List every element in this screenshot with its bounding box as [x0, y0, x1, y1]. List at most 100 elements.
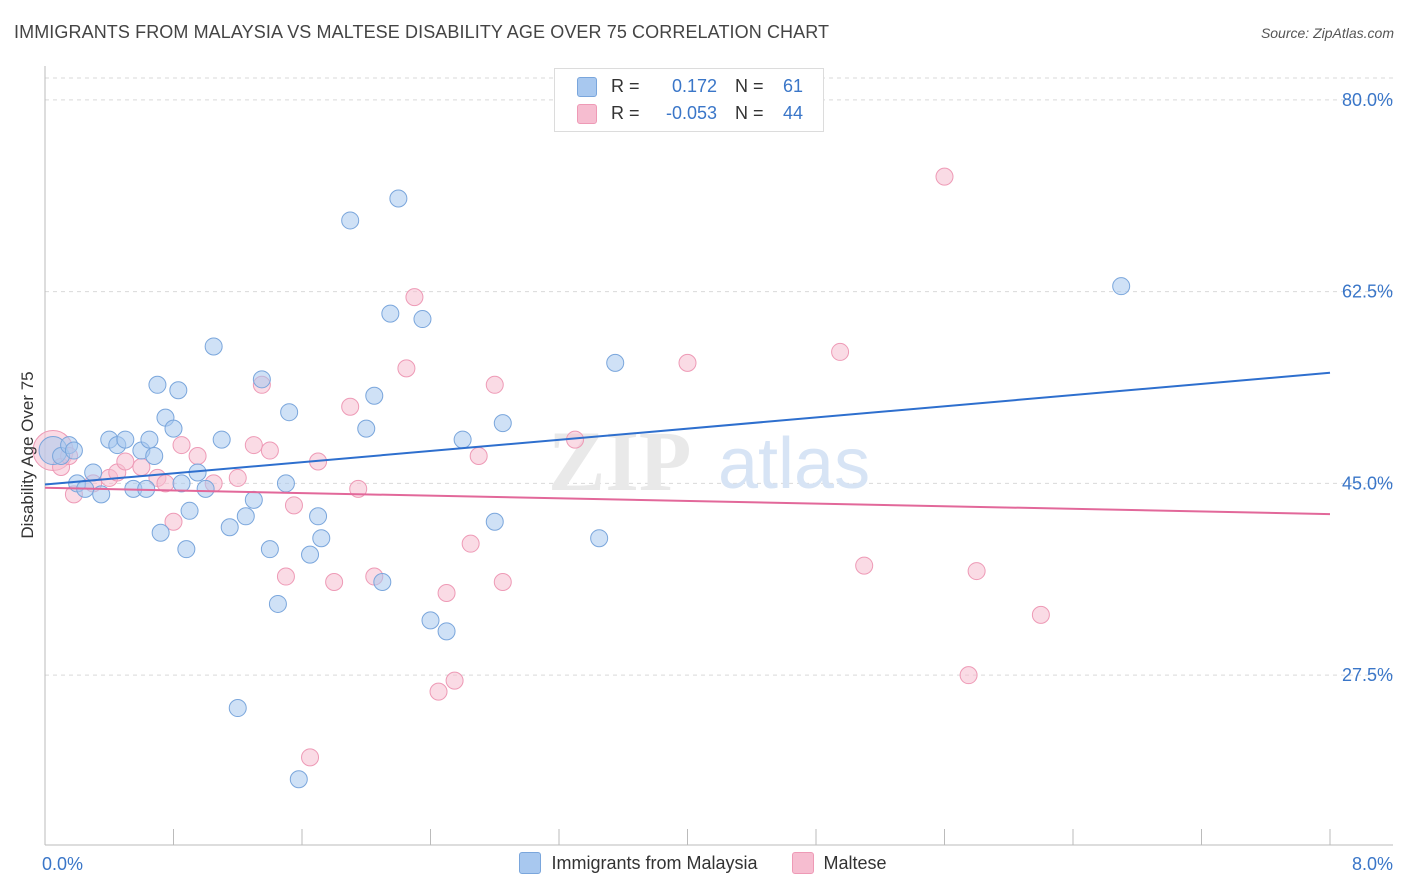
x-tick-label: 8.0% [1352, 854, 1393, 874]
maltese-point [469, 447, 488, 466]
malaysia-point [389, 189, 408, 208]
malaysia-point [172, 474, 191, 493]
malaysia-trend-line [44, 371, 1331, 486]
maltese-point [301, 748, 320, 767]
malaysia-point [252, 370, 271, 389]
malaysia-point [244, 490, 263, 509]
maltese-point [244, 436, 263, 455]
y-tick-label: 80.0% [1342, 90, 1393, 110]
maltese-points [32, 167, 1050, 767]
malaysia-point [177, 540, 196, 559]
legend-label-malaysia: Immigrants from Malaysia [551, 852, 758, 873]
maltese-point [678, 353, 697, 372]
y-tick-label: 45.0% [1342, 473, 1393, 493]
malaysia-point [268, 594, 287, 613]
maltese-point [172, 436, 191, 455]
y-axis-label: Disability Age Over 75 [18, 371, 37, 538]
maltese-point [855, 556, 874, 575]
malaysia-point [437, 622, 456, 641]
stats-row-malaysia: R = 0.172 N = 61 [577, 76, 803, 97]
legend-item-maltese[interactable]: Maltese [791, 852, 887, 874]
malaysia-point [260, 540, 279, 559]
malaysia-point [606, 353, 625, 372]
r-label: R = [611, 76, 640, 96]
legend-label-maltese: Maltese [823, 852, 887, 873]
maltese-point [935, 167, 954, 186]
n-value: 44 [782, 103, 803, 123]
malaysia-points [38, 189, 1131, 789]
maltese-point [397, 359, 416, 378]
grid-lines [45, 77, 1393, 676]
n-label: N = [735, 76, 764, 96]
watermark: ZIP atlas [548, 413, 870, 509]
malaysia-point [365, 386, 384, 405]
maltese-point [831, 342, 850, 361]
malaysia-point [180, 501, 199, 520]
malaysia-point [276, 474, 295, 493]
x-tick-labels: 0.0% 8.0% [42, 854, 1393, 874]
malaysia-point [164, 419, 183, 438]
stats-box: R = 0.172 N = 61 R = -0.053 N = 44 [554, 68, 824, 132]
malaysia-point [357, 419, 376, 438]
maltese-point [461, 534, 480, 553]
maltese-point [276, 567, 295, 586]
n-value: 61 [782, 76, 803, 96]
malaysia-point [341, 211, 360, 230]
maltese-point [164, 512, 183, 531]
malaysia-point [140, 430, 159, 449]
malaysia-point [421, 611, 440, 630]
y-tick-label: 62.5% [1342, 282, 1393, 302]
maltese-point [429, 682, 448, 701]
watermark-zip: ZIP [548, 413, 691, 509]
source-label: Source: ZipAtlas.com [1260, 25, 1394, 41]
malaysia-point [312, 529, 331, 548]
chart-title: IMMIGRANTS FROM MALAYSIA VS MALTESE DISA… [14, 22, 830, 42]
stats-swatch-maltese [577, 103, 597, 124]
malaysia-point [590, 529, 609, 548]
maltese-point [341, 397, 360, 416]
malaysia-point [381, 304, 400, 323]
legend-swatch-malaysia [519, 852, 542, 874]
legend-item-malaysia[interactable]: Immigrants from Malaysia [519, 852, 758, 874]
r-value: 0.172 [671, 76, 717, 96]
y-tick-label: 27.5% [1342, 665, 1393, 685]
malaysia-point [148, 375, 167, 394]
malaysia-point [212, 430, 231, 449]
malaysia-point [151, 523, 170, 542]
malaysia-point [64, 441, 83, 460]
malaysia-point [204, 337, 223, 356]
malaysia-point [116, 430, 135, 449]
malaysia-point [92, 485, 111, 504]
r-value: -0.053 [665, 103, 717, 123]
n-label: N = [735, 103, 764, 123]
r-label: R = [611, 103, 640, 123]
maltese-point [445, 671, 464, 690]
maltese-point [116, 452, 135, 471]
legend-swatch-maltese [791, 852, 814, 874]
malaysia-point [228, 699, 247, 718]
malaysia-point [1112, 277, 1131, 296]
malaysia-point [220, 518, 239, 537]
maltese-point [437, 583, 456, 602]
malaysia-point [236, 507, 255, 526]
malaysia-point [169, 381, 188, 400]
malaysia-point [84, 463, 103, 482]
maltese-point [485, 375, 504, 394]
malaysia-point [413, 310, 432, 329]
malaysia-point [196, 479, 215, 498]
x-tick-label: 0.0% [42, 854, 83, 874]
malaysia-point [309, 507, 328, 526]
maltese-point [325, 573, 344, 592]
malaysia-point [373, 573, 392, 592]
malaysia-point [145, 447, 164, 466]
maltese-point [188, 447, 207, 466]
maltese-point [228, 468, 247, 487]
maltese-point [493, 573, 512, 592]
maltese-point [959, 666, 978, 685]
malaysia-point [493, 414, 512, 433]
maltese-point [967, 562, 986, 581]
maltese-point [260, 441, 279, 460]
malaysia-point [301, 545, 320, 564]
watermark-atlas: atlas [718, 424, 870, 504]
